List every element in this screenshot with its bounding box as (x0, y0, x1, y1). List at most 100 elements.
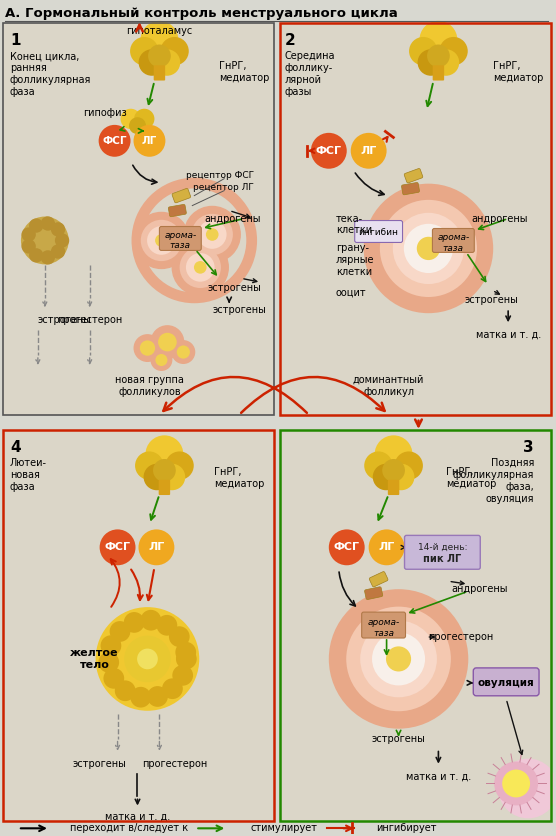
Circle shape (115, 681, 136, 701)
Text: фолликулярная: фолликулярная (10, 75, 91, 85)
Circle shape (494, 762, 538, 805)
Circle shape (373, 464, 399, 490)
Text: ГнРГ,: ГнРГ, (219, 61, 247, 71)
Circle shape (22, 227, 36, 242)
Text: тека-: тека- (336, 213, 363, 223)
Text: эстрогены: эстрогены (38, 315, 92, 325)
Bar (3, 430, 274, 821)
Circle shape (143, 464, 170, 490)
FancyBboxPatch shape (168, 205, 186, 217)
Circle shape (55, 233, 70, 247)
Circle shape (41, 217, 55, 231)
Text: 14-й день:: 14-й день: (418, 543, 467, 552)
Text: 3: 3 (523, 440, 534, 455)
Circle shape (382, 459, 405, 482)
Circle shape (169, 626, 190, 647)
Circle shape (133, 212, 190, 269)
Text: медиатор: медиатор (214, 478, 265, 488)
FancyBboxPatch shape (172, 188, 191, 203)
Circle shape (165, 451, 193, 480)
Text: матка и т. д.: матка и т. д. (475, 330, 541, 340)
Text: фоллику-: фоллику- (285, 63, 333, 73)
Circle shape (133, 334, 161, 362)
Text: овуляция: овуляция (485, 493, 534, 503)
Circle shape (98, 125, 131, 157)
Text: медиатор: медиатор (446, 478, 497, 488)
Circle shape (148, 44, 171, 67)
Circle shape (130, 37, 158, 65)
Circle shape (346, 607, 451, 711)
FancyBboxPatch shape (473, 668, 539, 696)
Text: 2: 2 (285, 33, 296, 48)
Text: желтое
тело: желтое тело (71, 648, 119, 670)
Text: грану-: грану- (336, 243, 369, 253)
Circle shape (372, 632, 425, 686)
Bar (280, 23, 551, 415)
Circle shape (186, 253, 215, 282)
Circle shape (329, 529, 365, 565)
Text: лярные: лярные (336, 255, 374, 265)
Text: аромa-: аромa- (437, 233, 469, 242)
FancyBboxPatch shape (160, 227, 201, 251)
Text: пик ЛГ: пик ЛГ (423, 554, 461, 564)
Text: таза: таза (170, 241, 191, 250)
Text: фаза,: фаза, (505, 482, 534, 492)
FancyBboxPatch shape (404, 169, 423, 183)
Text: прогестерон: прогестерон (57, 315, 122, 325)
Text: эстрогены: эстрогены (212, 305, 266, 315)
Circle shape (427, 44, 450, 67)
Circle shape (124, 635, 171, 682)
Text: фаза: фаза (10, 482, 36, 492)
Circle shape (375, 436, 413, 473)
Circle shape (417, 237, 440, 260)
Text: андрогены: андрогены (471, 213, 528, 223)
Bar (280, 23, 551, 415)
Bar (3, 430, 274, 821)
Circle shape (183, 206, 241, 263)
Text: эстрогены: эстрогены (73, 758, 127, 768)
Circle shape (41, 250, 55, 264)
Circle shape (138, 529, 175, 565)
Circle shape (439, 37, 468, 65)
Text: ФСГ: ФСГ (105, 543, 131, 553)
Text: клетки: клетки (336, 268, 372, 278)
Text: Поздняя: Поздняя (491, 457, 534, 467)
Circle shape (311, 133, 347, 169)
FancyBboxPatch shape (355, 221, 403, 242)
Text: ЛГ: ЛГ (142, 135, 157, 145)
Text: рецептор ФСГ: рецептор ФСГ (186, 171, 254, 181)
FancyBboxPatch shape (405, 535, 480, 569)
Circle shape (147, 226, 176, 255)
Text: эстрогены: эстрогены (464, 295, 518, 305)
Circle shape (21, 217, 69, 264)
Text: фолликул: фолликул (363, 387, 414, 397)
Wedge shape (132, 178, 257, 303)
Text: прогестерон: прогестерон (428, 632, 493, 642)
Text: ингибин: ингибин (359, 228, 399, 237)
Circle shape (155, 354, 167, 366)
Circle shape (110, 621, 130, 642)
Circle shape (153, 459, 176, 482)
Text: ФСГ: ФСГ (334, 543, 360, 553)
FancyBboxPatch shape (401, 182, 419, 195)
Circle shape (360, 620, 437, 697)
Circle shape (404, 224, 453, 273)
Circle shape (433, 49, 459, 76)
Circle shape (388, 464, 414, 490)
Circle shape (194, 261, 207, 273)
Circle shape (129, 117, 146, 134)
Circle shape (409, 37, 438, 65)
Text: 4: 4 (10, 440, 21, 455)
Circle shape (138, 49, 165, 76)
FancyBboxPatch shape (433, 228, 474, 252)
Text: фазы: фазы (285, 87, 312, 97)
Circle shape (192, 214, 233, 255)
Text: 1: 1 (10, 33, 21, 48)
Circle shape (162, 678, 183, 699)
Text: ФСГ: ФСГ (102, 135, 127, 145)
Text: клетки: клетки (336, 226, 372, 236)
Circle shape (101, 635, 121, 656)
Text: овуляция: овуляция (478, 678, 534, 688)
Circle shape (51, 222, 65, 237)
Circle shape (29, 248, 43, 263)
